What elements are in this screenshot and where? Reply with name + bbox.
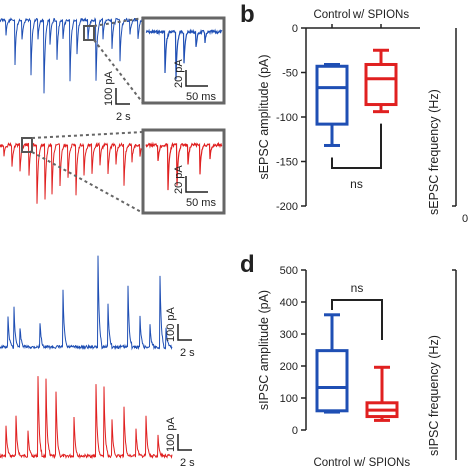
significance-label: ns <box>350 177 363 191</box>
significance-bracket <box>331 123 382 169</box>
y-tick-label: -200 <box>276 201 298 213</box>
trace-scale-bar <box>177 324 192 341</box>
box <box>315 349 349 413</box>
panel-label-b: b <box>240 1 255 28</box>
box <box>315 64 349 126</box>
significance-bracket <box>331 299 383 340</box>
zoom-connector <box>31 131 144 139</box>
trace-control-sepsc <box>0 17 143 94</box>
x-tick-label: Control <box>313 9 350 21</box>
y-axis-label: sIPSC amplitude (pA) <box>257 290 271 410</box>
trace-scale-bar <box>177 434 192 451</box>
inset-scale-x-label: 50 ms <box>186 197 216 209</box>
tick-label: 0 <box>462 213 468 225</box>
trace-scale-y-label: 100 pA <box>165 306 177 342</box>
y-axis-label: sEPSC frequency (Hz) <box>427 89 441 215</box>
trace-group-top: 20 pA 50 ms 20 pA 50 ms 100 pA 2 s <box>0 16 226 215</box>
y-tick-label: -100 <box>276 112 298 124</box>
x-tick-label: w/ SPIONs <box>352 9 409 21</box>
y-tick-label: -150 <box>276 157 298 169</box>
trace-scale-y-label: 100 pA <box>165 416 177 452</box>
x-tick-label: Control <box>313 457 350 469</box>
box-plot-sepsc-amplitude: 0 -50 -100 -150 -200 sEPSC amplitude (pA) Cont… <box>257 9 420 213</box>
partial-panel-frequency-top: sEPSC frequency (Hz) 0 <box>427 28 468 225</box>
significance-label: ns <box>351 281 364 295</box>
trace-control-sipsc <box>0 255 173 351</box>
inset-trace-control <box>145 28 223 80</box>
trace-spions-sepsc <box>0 141 143 204</box>
zoom-connector <box>93 39 144 104</box>
inset-scale-bar <box>185 70 208 87</box>
zoom-marker-red <box>21 137 33 153</box>
inset-scale-y-label: 20 pA <box>173 59 185 88</box>
zoom-connector <box>31 151 144 214</box>
y-tick-label: 300 <box>280 329 298 341</box>
box <box>364 62 398 107</box>
x-tick-label: w/ SPIONs <box>353 457 410 469</box>
y-axis-label: sIPSC frequency (Hz) <box>427 335 441 456</box>
y-tick-label: 0 <box>292 425 298 437</box>
inset-scale-bar <box>185 176 208 193</box>
y-tick-label: 100 <box>280 393 298 405</box>
trace-scale-x-label: 2 s <box>116 111 131 123</box>
zoom-connector <box>93 17 144 27</box>
partial-panel-frequency-bottom: sIPSC frequency (Hz) <box>427 269 457 460</box>
y-tick-label: 500 <box>280 265 298 277</box>
trace-scale-bar <box>115 88 130 105</box>
y-axis-label: sEPSC amplitude (pA) <box>257 54 271 179</box>
panel-label-d: d <box>240 251 255 278</box>
trace-scale-y-label: 100 pA <box>103 70 115 106</box>
inset-scale-x-label: 50 ms <box>186 91 216 103</box>
trace-scale-x-label: 2 s <box>180 457 195 469</box>
y-tick-label: 200 <box>280 361 298 373</box>
y-tick-label: 400 <box>280 297 298 309</box>
trace-spions-sipsc <box>0 376 173 460</box>
box-plot-sipsc-amplitude: 0 100 200 300 400 500 sIPSC amplitude (pA) Cont… <box>257 265 410 469</box>
inset-trace-spions <box>145 141 223 191</box>
y-tick-label: 0 <box>292 23 298 35</box>
y-tick-label: -50 <box>282 68 298 80</box>
inset-scale-y-label: 20 pA <box>173 165 185 194</box>
zoom-marker-blue <box>83 25 95 41</box>
trace-scale-x-label: 2 s <box>180 347 195 359</box>
trace-group-bottom: 100 pA 2 s 100 pA 2 s <box>0 255 195 469</box>
